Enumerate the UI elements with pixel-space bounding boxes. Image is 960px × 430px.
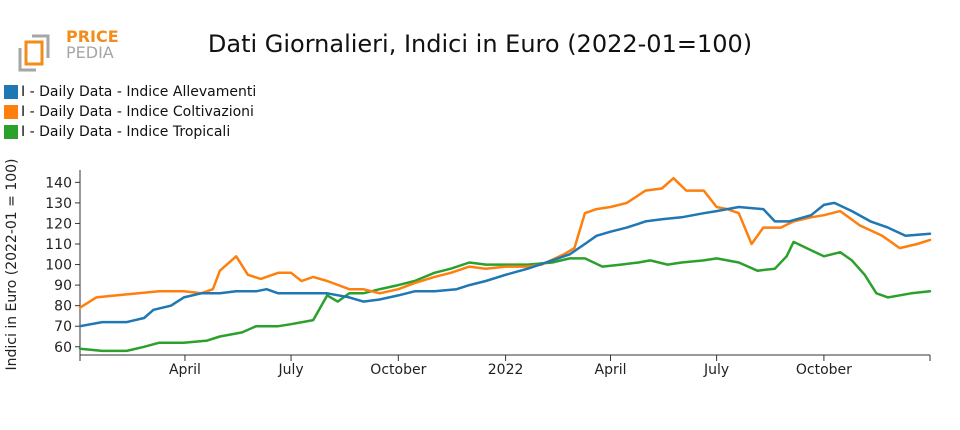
legend-item-allevamenti[interactable]: I - Daily Data - Indice Allevamenti xyxy=(4,82,256,102)
pricepedia-logo: PRICE PEDIA xyxy=(18,27,119,72)
series-line-tropicali xyxy=(78,240,932,353)
y-tick-label: 130 xyxy=(45,196,72,212)
x-tick-label: July xyxy=(703,362,729,378)
legend-label-tropicali: I - Daily Data - Indice Tropicali xyxy=(21,124,231,140)
chart-title: Dati Giornalieri, Indici in Euro (2022-0… xyxy=(207,30,753,58)
series-line-coltivazioni xyxy=(78,176,932,309)
legend-swatch-tropicali xyxy=(4,125,18,139)
y-tick-label: 90 xyxy=(54,278,72,294)
y-axis-label: Indici in Euro (2022-01 = 100) xyxy=(4,159,20,371)
legend-item-coltivazioni[interactable]: I - Daily Data - Indice Coltivazioni xyxy=(4,102,256,122)
logo-text-pedia: PEDIA xyxy=(66,43,114,62)
x-tick-label: October xyxy=(370,362,426,378)
y-tick-label: 60 xyxy=(54,340,72,356)
y-tick-label: 100 xyxy=(45,258,72,274)
x-tick-label: 2022 xyxy=(488,362,524,378)
x-tick-label: April xyxy=(595,362,627,378)
legend-swatch-coltivazioni xyxy=(4,105,18,119)
legend: I - Daily Data - Indice Allevamenti I - … xyxy=(4,82,256,142)
legend-item-tropicali[interactable]: I - Daily Data - Indice Tropicali xyxy=(4,122,256,142)
legend-label-allevamenti: I - Daily Data - Indice Allevamenti xyxy=(21,84,257,100)
legend-label-coltivazioni: I - Daily Data - Indice Coltivazioni xyxy=(21,104,254,120)
y-tick-label: 110 xyxy=(45,237,72,253)
legend-swatch-allevamenti xyxy=(4,85,18,99)
y-tick-label: 140 xyxy=(45,175,72,191)
x-tick-label: April xyxy=(169,362,201,378)
logo-text-price: PRICE xyxy=(66,27,119,46)
x-tick-label: October xyxy=(796,362,852,378)
y-tick-label: 70 xyxy=(54,319,72,335)
series-line-allevamenti xyxy=(78,201,932,328)
x-tick-label: July xyxy=(277,362,303,378)
logo-mark-icon xyxy=(18,34,50,72)
y-tick-label: 80 xyxy=(54,299,72,315)
y-tick-label: 120 xyxy=(45,216,72,232)
